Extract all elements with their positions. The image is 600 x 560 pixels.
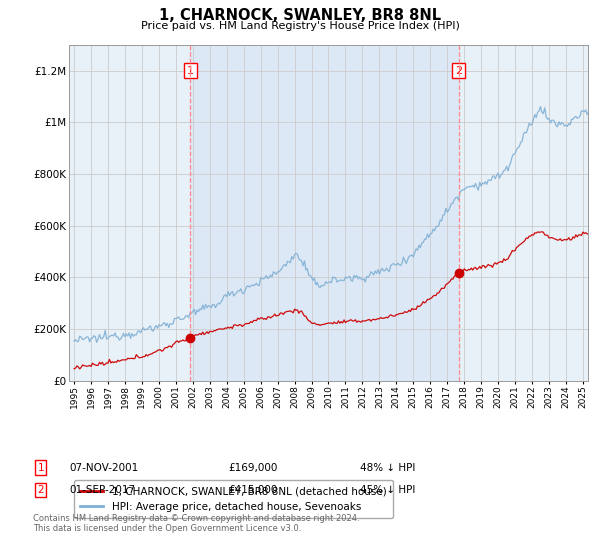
Text: £415,000: £415,000 bbox=[228, 485, 277, 495]
Legend: 1, CHARNOCK, SWANLEY, BR8 8NL (detached house), HPI: Average price, detached hou: 1, CHARNOCK, SWANLEY, BR8 8NL (detached … bbox=[74, 480, 393, 518]
Text: 07-NOV-2001: 07-NOV-2001 bbox=[69, 463, 138, 473]
Text: 48% ↓ HPI: 48% ↓ HPI bbox=[360, 463, 415, 473]
Text: 1, CHARNOCK, SWANLEY, BR8 8NL: 1, CHARNOCK, SWANLEY, BR8 8NL bbox=[159, 8, 441, 24]
Text: 1: 1 bbox=[187, 66, 194, 76]
Text: Contains HM Land Registry data © Crown copyright and database right 2024.
This d: Contains HM Land Registry data © Crown c… bbox=[33, 514, 359, 533]
Bar bbox=[190, 45, 458, 381]
Text: 1: 1 bbox=[37, 463, 44, 473]
Text: 01-SEP-2017: 01-SEP-2017 bbox=[69, 485, 135, 495]
Text: 2: 2 bbox=[455, 66, 462, 76]
Text: Price paid vs. HM Land Registry's House Price Index (HPI): Price paid vs. HM Land Registry's House … bbox=[140, 21, 460, 31]
Text: 2: 2 bbox=[37, 485, 44, 495]
Text: £169,000: £169,000 bbox=[228, 463, 277, 473]
Text: 45% ↓ HPI: 45% ↓ HPI bbox=[360, 485, 415, 495]
